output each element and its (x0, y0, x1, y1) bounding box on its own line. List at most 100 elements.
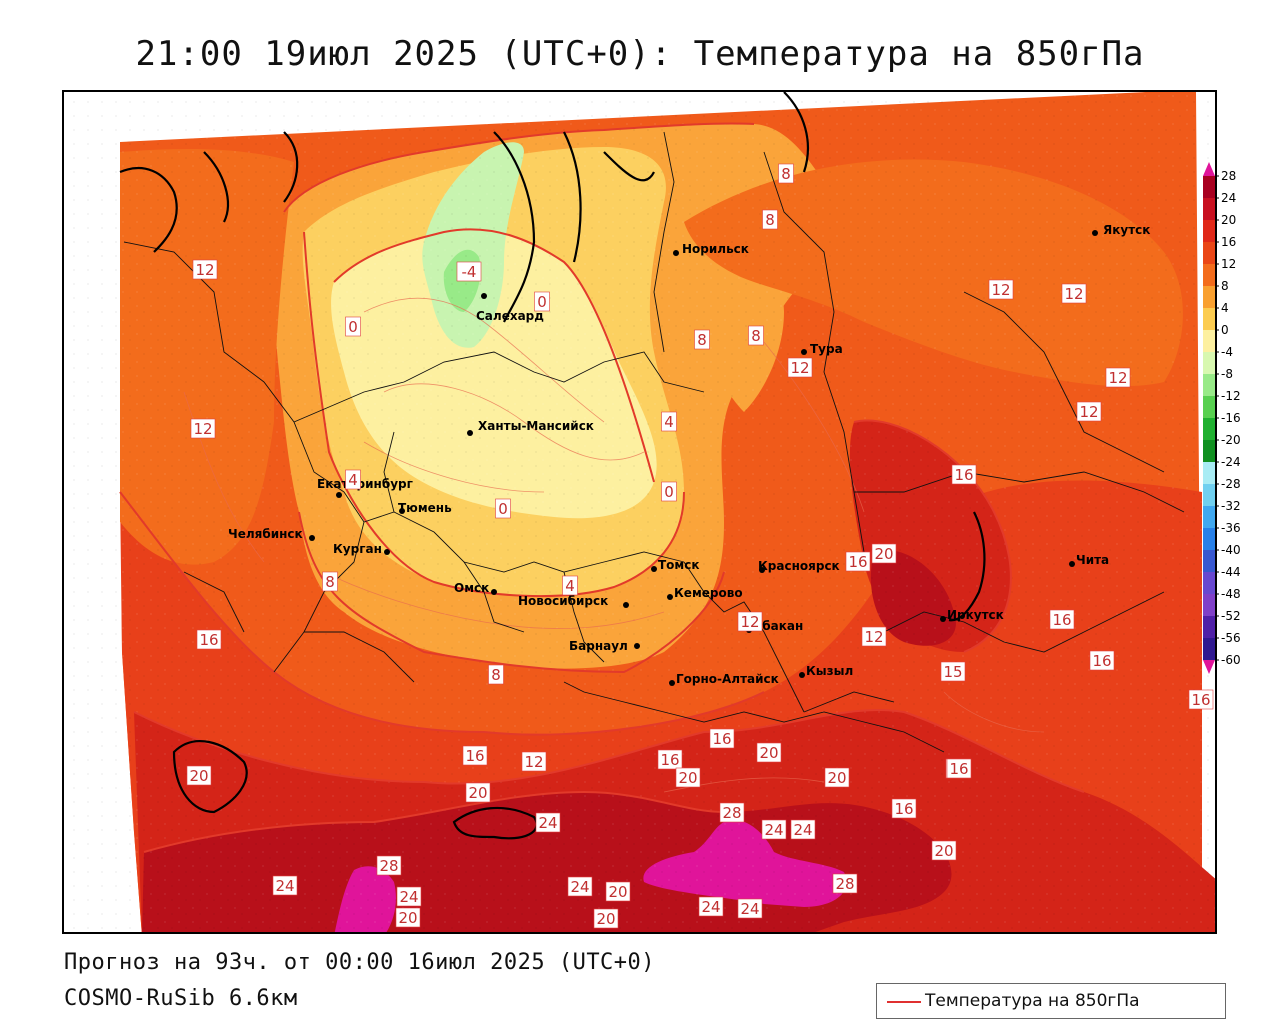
city-dot (667, 594, 673, 600)
forecast-info: Прогноз на 93ч. от 00:00 16июл 2025 (UTC… (64, 950, 656, 975)
contour-label: 16 (462, 745, 488, 766)
contour-label: 28 (832, 873, 858, 894)
contour-label-text: 12 (193, 420, 212, 438)
contour-label-text: 16 (848, 553, 867, 571)
colorbar-tick-label: -36 (1221, 521, 1241, 535)
colorbar-tick-label: -16 (1221, 411, 1241, 425)
contour-label-text: 0 (537, 293, 547, 311)
city-dot (623, 602, 629, 608)
contour-label-text: 16 (1191, 691, 1210, 709)
city-label: Салехард (476, 309, 544, 323)
contour-label: 24 (567, 876, 593, 897)
colorbar-tick-label: 28 (1221, 169, 1236, 183)
contour-label-box (661, 481, 677, 502)
city-dot (799, 672, 805, 678)
contour-label-text: 24 (740, 900, 759, 918)
contour-label-text: 8 (781, 165, 791, 183)
contour-label: 24 (698, 896, 724, 917)
contour-label-box (562, 575, 578, 596)
colorbar-swatch (1203, 396, 1215, 418)
contour-label: 8 (778, 163, 794, 184)
contour-label: 20 (593, 908, 619, 929)
map-title: 21:00 19июл 2025 (UTC+0): Температура на… (135, 34, 1145, 74)
country-borders (119, 92, 986, 840)
city-13: Красноярск (758, 559, 840, 573)
city-dot (759, 567, 765, 573)
contour-label-box (824, 767, 850, 788)
contour-label: 8 (694, 329, 710, 350)
contour-label-text: 12 (195, 261, 214, 279)
contour-label-box (396, 886, 422, 907)
contour-label-text: 20 (608, 883, 627, 901)
contour-label-text: 8 (765, 211, 775, 229)
contour-label-text: 20 (468, 784, 487, 802)
city-16: Горно-Алтайск (669, 672, 779, 686)
contour-label-text: 12 (740, 613, 759, 631)
contour-label-text: 28 (835, 875, 854, 893)
city-11: Томск (651, 558, 700, 572)
city-dot (634, 643, 640, 649)
contour-label-box (593, 908, 619, 929)
contour-label: 4 (661, 411, 677, 432)
colorbar-max-arrow (1203, 162, 1215, 176)
contour-label: -4 (456, 261, 482, 282)
contour-label-text: 12 (864, 628, 883, 646)
contour-label-box (761, 819, 787, 840)
colorbar-swatch (1203, 616, 1215, 638)
contour-label-box (709, 728, 735, 749)
city-label: Кемерово (674, 586, 743, 600)
contour-label-box (465, 782, 491, 803)
contour-label: 12 (861, 626, 887, 647)
contour-label-box (1076, 401, 1102, 422)
city-18: Иркутск (940, 608, 1004, 622)
contour-label-text: 24 (701, 898, 720, 916)
contour-label-box (719, 802, 745, 823)
contour-label: 12 (787, 357, 813, 378)
city-label: Горно-Алтайск (676, 672, 779, 686)
contour-label: 8 (762, 209, 778, 230)
colorbar-tick-label: -44 (1221, 565, 1241, 579)
contour-label-text: 24 (570, 878, 589, 896)
colorbar-tick-label: -48 (1221, 587, 1241, 601)
contour-label-box (675, 767, 701, 788)
contour-label: 16 (709, 728, 735, 749)
contour-label: 16 (946, 758, 972, 779)
colorbar-tick-label: -56 (1221, 631, 1241, 645)
city-4: Ханты-Мансийск (467, 419, 594, 436)
city-8: Курган (333, 542, 390, 556)
contour-label-box (1188, 689, 1214, 710)
colorbar-tick-label: 8 (1221, 279, 1229, 293)
contour-label: 24 (790, 819, 816, 840)
contour-lines-thin (183, 297, 1045, 793)
city-label: Кызыл (806, 664, 853, 678)
city-10: Новосибирск (518, 594, 629, 608)
contour-label-box (861, 626, 887, 647)
contour-label-box (832, 873, 858, 894)
contour-label-box (762, 209, 778, 230)
contour-label-text: 20 (189, 767, 208, 785)
city-12: Кемерово (667, 586, 743, 600)
contour-label: 12 (1061, 283, 1087, 304)
colorbar-tick-label: -28 (1221, 477, 1241, 491)
city-0: Якутск (1092, 223, 1150, 237)
city-2: Салехард (476, 293, 544, 323)
colorbar-tick-label: 12 (1221, 257, 1236, 271)
contour-label-text: 8 (325, 573, 335, 591)
colorbar-swatch (1203, 374, 1215, 396)
contour-label-box (495, 498, 511, 519)
contour-label: 24 (272, 875, 298, 896)
city-17: Кызыл (799, 664, 853, 678)
contour-label-box (272, 875, 298, 896)
contour-label: 16 (1089, 650, 1115, 671)
contour-label-text: 16 (199, 631, 218, 649)
city-label: Иркутск (947, 608, 1004, 622)
colorbar-swatch (1203, 572, 1215, 594)
city-label: Абакан (753, 619, 803, 633)
city-dot (673, 250, 679, 256)
contour-label: 12 (1076, 401, 1102, 422)
colorbar-tick-label: 4 (1221, 301, 1229, 315)
admin-borders (123, 131, 1185, 753)
colorbar-swatch (1203, 506, 1215, 528)
contour-label-text: 24 (275, 877, 294, 895)
contour-label-box (951, 464, 977, 485)
